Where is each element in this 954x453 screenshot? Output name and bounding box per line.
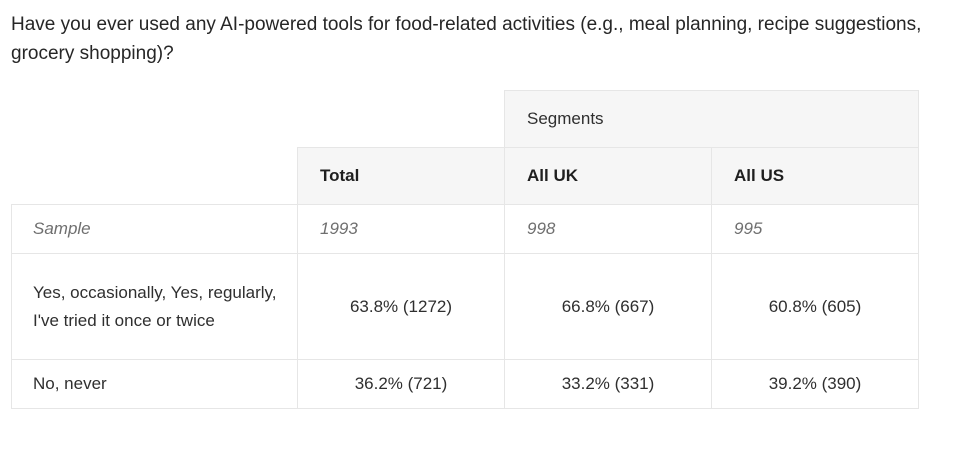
column-header-all-us: All US (711, 147, 919, 205)
sample-label: Sample (11, 204, 298, 254)
table-cell: 36.2% (721) (297, 359, 505, 409)
sample-total: 1993 (297, 204, 505, 254)
row-label-yes: Yes, occasionally, Yes, regularly, I've … (11, 253, 298, 360)
table-cell: 66.8% (667) (504, 253, 712, 360)
column-header-total: Total (297, 147, 505, 205)
sample-all-us: 995 (711, 204, 919, 254)
sample-all-uk: 998 (504, 204, 712, 254)
table-cell: 33.2% (331) (504, 359, 712, 409)
segments-header: Segments (504, 90, 919, 148)
table-cell: 60.8% (605) (711, 253, 919, 360)
column-header-all-uk: All UK (504, 147, 712, 205)
question-title: Have you ever used any AI-powered tools … (11, 14, 922, 64)
table-cell: 63.8% (1272) (297, 253, 505, 360)
row-label-no: No, never (11, 359, 298, 409)
table-cell: 39.2% (390) (711, 359, 919, 409)
